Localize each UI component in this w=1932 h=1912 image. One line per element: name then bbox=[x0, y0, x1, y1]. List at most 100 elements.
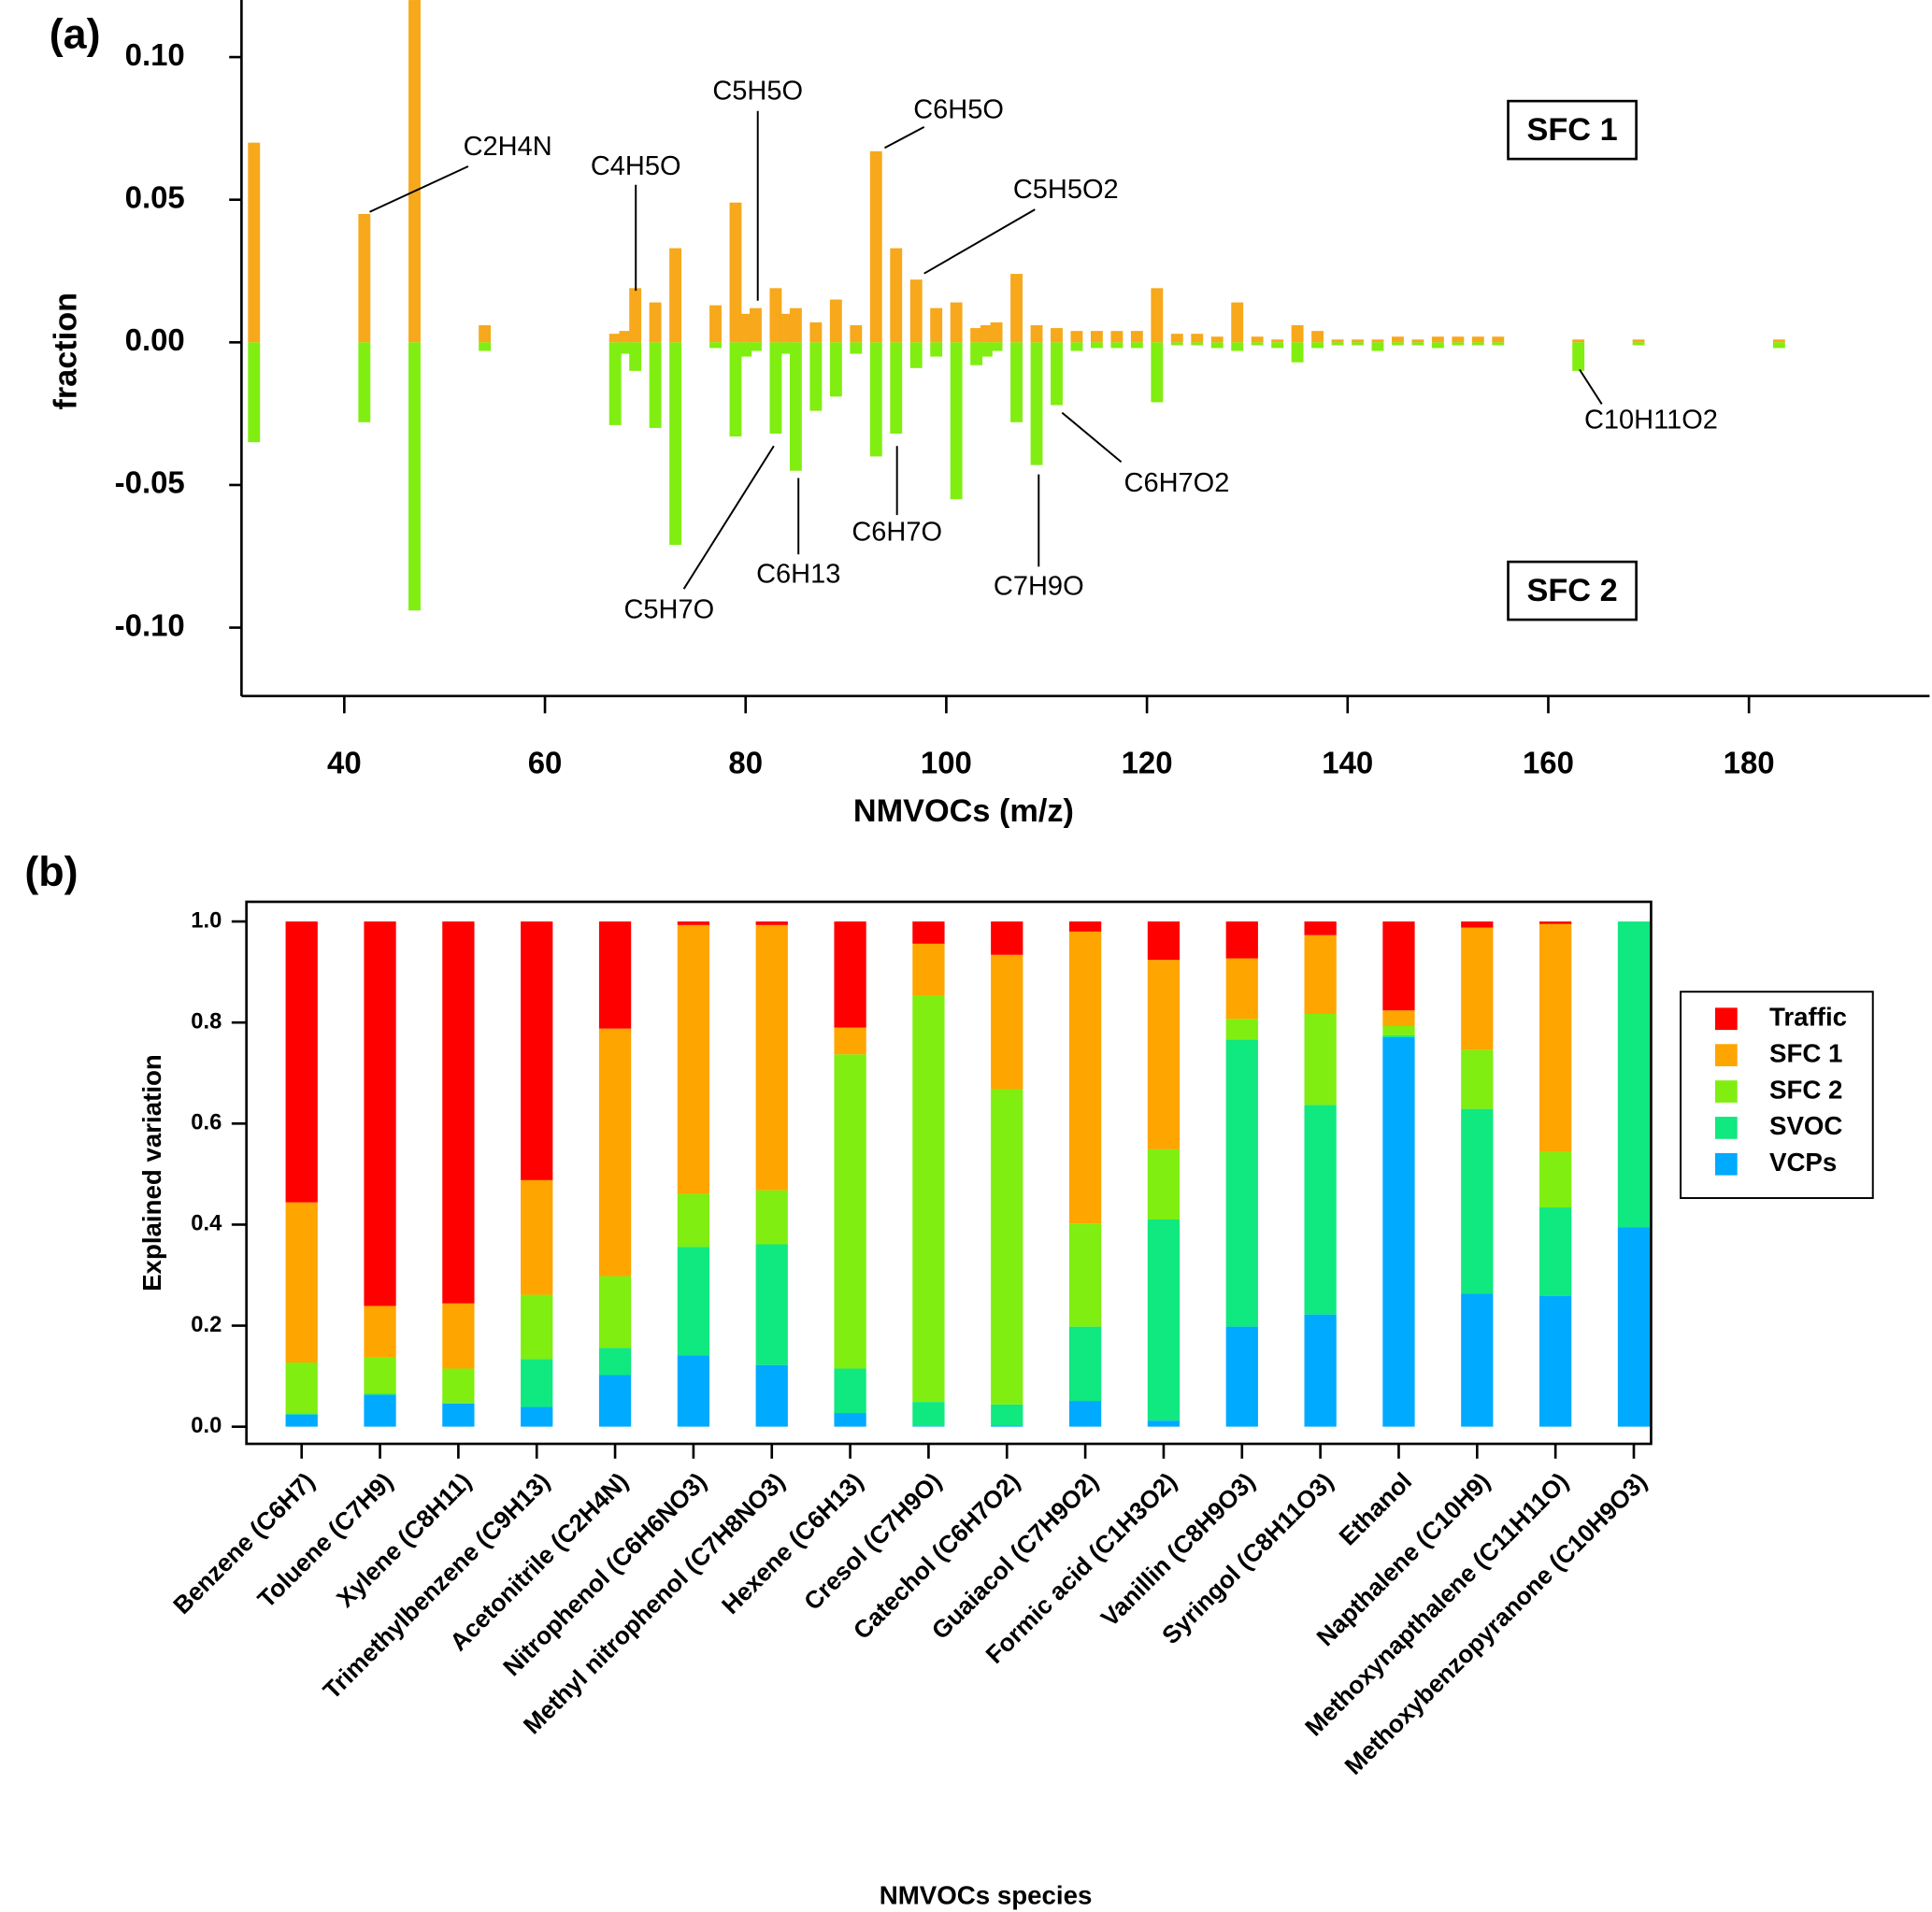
bar bbox=[1352, 339, 1364, 343]
bar-segment bbox=[285, 921, 318, 1203]
panel-label: (a) bbox=[50, 10, 101, 57]
bar bbox=[408, 342, 421, 611]
bar-segment bbox=[834, 1054, 866, 1369]
annotation-leader bbox=[923, 208, 1036, 275]
bar-segment bbox=[1225, 921, 1258, 959]
bar-segment bbox=[912, 943, 945, 996]
bar-segment bbox=[991, 1404, 1023, 1426]
bar bbox=[709, 342, 722, 349]
bar bbox=[1130, 331, 1143, 343]
x-axis-title: NMVOCs species bbox=[880, 1880, 1093, 1909]
panel-label: (b) bbox=[24, 849, 78, 895]
bar-segment bbox=[1617, 1227, 1651, 1427]
y-tick-label: -0.05 bbox=[115, 465, 185, 500]
bar bbox=[1030, 342, 1043, 465]
bar-segment bbox=[1539, 923, 1572, 1152]
legend-label: VCPs bbox=[1769, 1148, 1837, 1177]
bar-segment bbox=[285, 1413, 318, 1415]
bar-segment bbox=[1461, 1049, 1494, 1109]
bar bbox=[629, 342, 642, 371]
legend-label: Traffic bbox=[1769, 1003, 1847, 1032]
bar-segment bbox=[521, 1294, 553, 1360]
y-tick-label: 0.2 bbox=[191, 1313, 222, 1337]
bar bbox=[990, 321, 1003, 343]
bar bbox=[950, 342, 963, 500]
annotation: C2H4N bbox=[464, 132, 552, 162]
bar bbox=[789, 342, 802, 471]
bar bbox=[408, 0, 421, 343]
bar-segment bbox=[677, 921, 710, 925]
bar-segment bbox=[991, 1425, 1023, 1427]
bar-segment bbox=[1461, 1108, 1494, 1294]
bar bbox=[629, 288, 642, 343]
bar-segment bbox=[991, 921, 1023, 955]
bar bbox=[608, 334, 622, 343]
bar-segment bbox=[1068, 921, 1102, 932]
bar-segment bbox=[1068, 1401, 1102, 1427]
bar-segment bbox=[755, 921, 788, 925]
bar bbox=[1311, 331, 1324, 343]
bar bbox=[750, 342, 762, 351]
bar bbox=[729, 202, 742, 343]
bar bbox=[1030, 325, 1043, 343]
legend-swatch bbox=[1714, 1044, 1738, 1066]
bar bbox=[1151, 342, 1164, 403]
bar-segment bbox=[364, 1394, 396, 1427]
bar bbox=[1210, 342, 1224, 349]
bar-segment bbox=[364, 1306, 396, 1358]
bar-segment bbox=[1461, 927, 1494, 1050]
y-axis-title: fraction bbox=[49, 293, 84, 410]
bar-segment bbox=[1304, 1105, 1337, 1315]
bar bbox=[1070, 331, 1083, 343]
bar-segment bbox=[442, 1403, 475, 1427]
bar bbox=[729, 342, 742, 437]
bar bbox=[769, 342, 782, 435]
bar bbox=[1471, 342, 1484, 346]
bar bbox=[1010, 342, 1023, 422]
bar-segment bbox=[677, 1193, 710, 1248]
bar bbox=[850, 342, 863, 354]
bar-segment bbox=[442, 1403, 475, 1404]
bar-segment bbox=[1225, 1039, 1258, 1327]
bar bbox=[1070, 342, 1083, 351]
bar bbox=[780, 342, 793, 354]
y-axis-title: Explained variation bbox=[137, 1054, 166, 1291]
bar bbox=[1392, 342, 1404, 346]
annotation-leader bbox=[1579, 368, 1603, 405]
bar bbox=[1352, 342, 1364, 346]
bar bbox=[1170, 342, 1183, 346]
bar bbox=[1452, 342, 1465, 346]
bar bbox=[890, 342, 903, 435]
plot-frame bbox=[245, 900, 1653, 1446]
x-tick-label: Xylene (C8H11) bbox=[331, 1467, 477, 1613]
bar bbox=[1110, 331, 1123, 343]
legend-swatch bbox=[1714, 1152, 1738, 1176]
bar-segment bbox=[755, 1244, 788, 1365]
series-label-box bbox=[1507, 560, 1638, 621]
y-tick-label: -0.10 bbox=[115, 607, 185, 642]
annotation: C6H7O2 bbox=[1124, 468, 1230, 498]
bar-segment bbox=[1382, 921, 1415, 1011]
bar bbox=[1251, 342, 1264, 346]
bar bbox=[649, 342, 662, 428]
series-label: SFC 2 bbox=[1527, 573, 1618, 608]
annotation: C7H9O bbox=[994, 572, 1084, 602]
bar-segment bbox=[364, 921, 396, 1306]
y-tick-label: 0.05 bbox=[125, 179, 185, 214]
bar bbox=[1170, 334, 1183, 343]
annotation: C5H5O2 bbox=[1013, 175, 1119, 205]
annotation-leader bbox=[884, 125, 925, 150]
bar-segment bbox=[1068, 931, 1102, 1224]
x-tick-label: 80 bbox=[728, 745, 763, 779]
bar bbox=[248, 342, 261, 443]
y-tick-label: 0.4 bbox=[191, 1212, 222, 1236]
x-tick-label: 120 bbox=[1122, 745, 1173, 779]
bar-segment bbox=[834, 1368, 866, 1414]
annotation: C5H7O bbox=[623, 595, 714, 625]
bar-segment bbox=[1617, 921, 1651, 1228]
legend-box bbox=[1680, 991, 1874, 1200]
bar bbox=[479, 342, 492, 351]
bar-segment bbox=[598, 1375, 632, 1427]
bar bbox=[1291, 325, 1304, 343]
x-tick-label: Cresol (C7H9O) bbox=[798, 1467, 947, 1616]
